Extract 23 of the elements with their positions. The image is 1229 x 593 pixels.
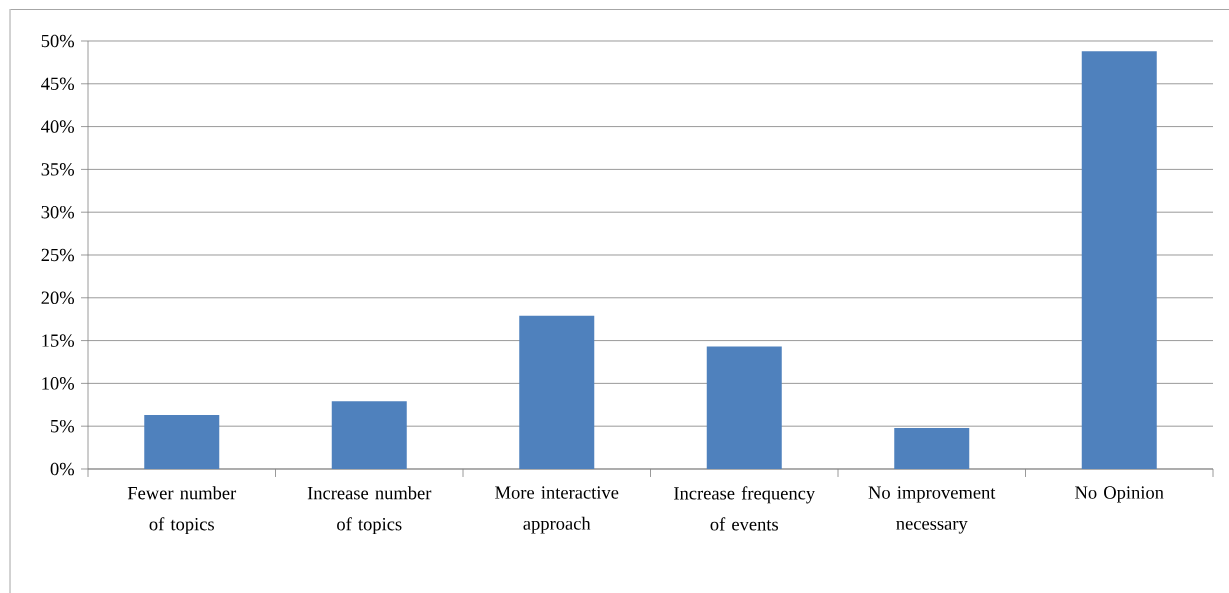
x-tick-label: More interactive approach (495, 486, 619, 534)
y-tick-label: 15% (42, 334, 75, 347)
x-tick-label: No Opinion (1075, 486, 1164, 503)
y-tick-label: 5% (51, 419, 75, 433)
bar (1081, 51, 1157, 469)
bar (331, 401, 407, 469)
y-tick-label: 25% (41, 248, 75, 262)
y-tick-label: 50% (41, 34, 75, 48)
y-tick-label: 20% (41, 291, 75, 305)
x-tick-label: Increase number of topics (307, 486, 432, 535)
y-tick-label: 40% (41, 120, 75, 133)
bar (706, 346, 782, 469)
x-tick-label: Fewer number of topics (127, 486, 237, 535)
y-tick-label: 10% (42, 377, 75, 390)
y-tick-label: 35% (41, 163, 75, 176)
bar (894, 427, 970, 469)
x-tick-label: No improvement necessary (868, 486, 996, 534)
bar (519, 315, 595, 469)
y-tick-label: 45% (41, 77, 75, 91)
y-tick-label: 0% (50, 462, 75, 476)
x-tick-label: Increase frequency of events (674, 486, 816, 531)
y-tick-label: 30% (41, 205, 75, 219)
bar (144, 415, 220, 469)
